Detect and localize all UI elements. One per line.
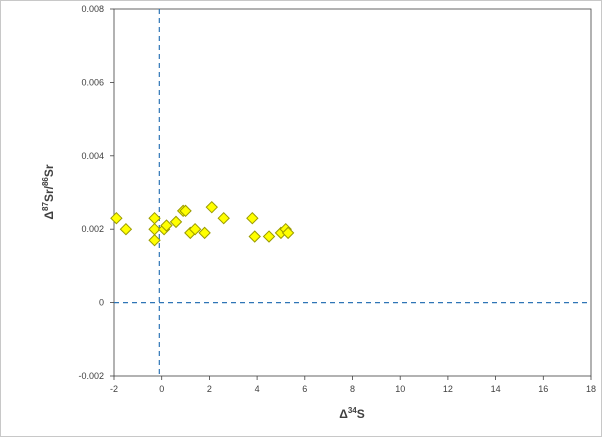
data-point: [110, 211, 123, 225]
data-point: [262, 230, 276, 243]
x-tick-label: 12: [443, 384, 453, 394]
data-point: [179, 204, 192, 218]
x-tick-label: 16: [538, 384, 548, 394]
x-tick-label: 2: [207, 384, 212, 394]
reference-lines: [114, 9, 591, 376]
data-point: [248, 230, 261, 243]
x-tick-label: 10: [395, 384, 405, 394]
data-point: [188, 222, 202, 236]
x-tick-label: 0: [159, 384, 164, 394]
x-tick-label: 14: [491, 384, 501, 394]
y-tick-label: 0.004: [81, 151, 104, 161]
plot-area: [113, 8, 592, 377]
y-tick-label: -0.002: [78, 371, 104, 381]
data-points: [110, 200, 295, 247]
data-point: [148, 234, 161, 247]
data-point: [198, 226, 211, 240]
x-axis-title: Δ34S: [339, 406, 365, 421]
data-point: [246, 211, 259, 225]
data-point: [281, 226, 295, 240]
y-axis-ticks: -0.002 0 0.002 0.004 0.006 0.008: [78, 4, 114, 381]
data-point: [169, 215, 183, 229]
data-point: [119, 222, 133, 236]
plot-border: [113, 8, 592, 377]
x-tick-label: -2: [110, 384, 118, 394]
x-tick-label: 18: [586, 384, 596, 394]
y-tick-label: 0.002: [81, 224, 104, 234]
y-axis-title: Δ87Sr/86Sr: [41, 164, 56, 219]
data-point: [217, 211, 230, 225]
y-tick-label: 0.006: [81, 77, 104, 87]
data-point: [205, 200, 218, 214]
x-tick-label: 6: [302, 384, 307, 394]
data-point: [160, 219, 173, 232]
y-tick-label: 0.008: [81, 4, 104, 14]
x-tick-label: 4: [255, 384, 260, 394]
x-tick-label: 8: [350, 384, 355, 394]
data-point: [148, 211, 161, 225]
y-tick-label: 0: [99, 298, 104, 308]
x-axis-ticks: -2 0 2 4 6 8 10 12 14 16 18: [110, 376, 596, 394]
